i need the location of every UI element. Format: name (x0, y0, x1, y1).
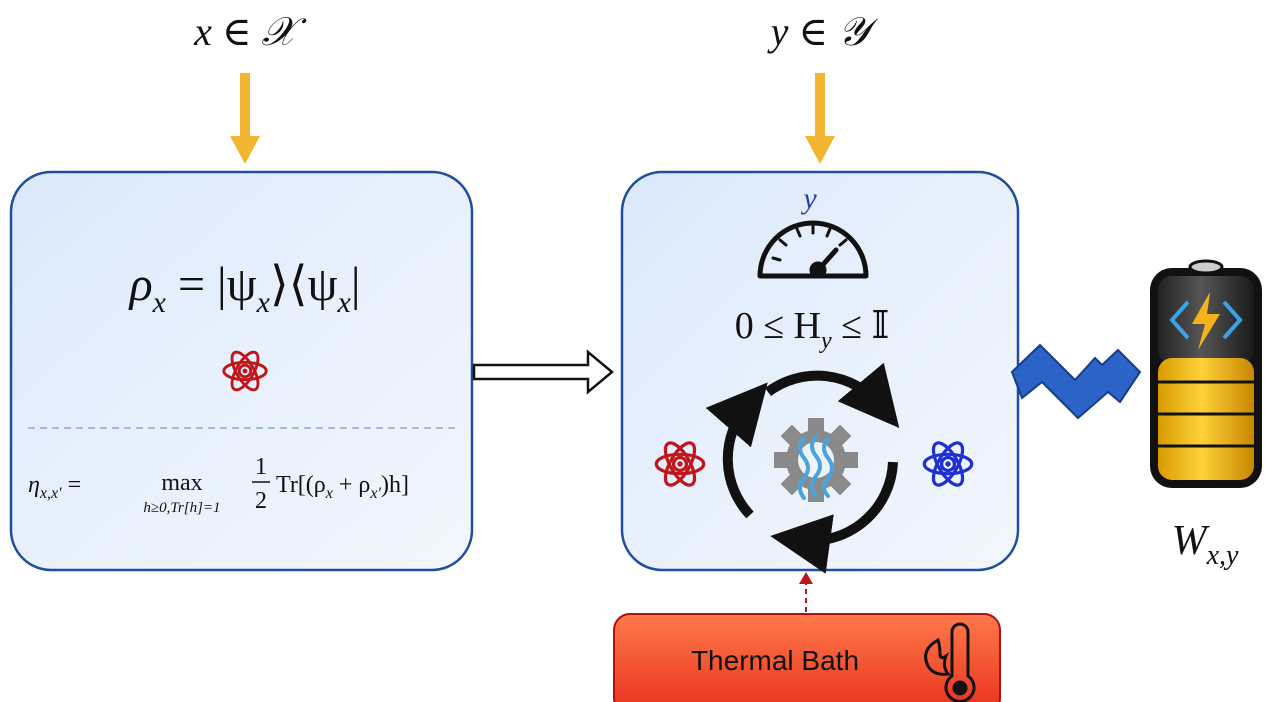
formula-part: ⟩⟨ψ (270, 258, 338, 311)
formula-part: )h] (381, 472, 409, 498)
formula-part: 0 ≤ H (735, 305, 821, 347)
formula-part: + ρ (333, 472, 371, 498)
formula-part: W (1172, 518, 1211, 564)
fraction-denominator: 2 (255, 488, 267, 514)
transfer-arrow (474, 352, 612, 392)
formula-part: η (28, 472, 40, 498)
state-input-label: x ∈ 𝒳 (193, 9, 307, 54)
formula-part: = |ψ (166, 258, 257, 311)
battery-icon (1150, 261, 1262, 488)
max-constraint: h≥0,Tr[h]=1 (143, 500, 220, 516)
max-operator: max (161, 470, 202, 496)
bath-label: Thermal Bath (691, 645, 859, 676)
formula-sub: x,x′ (39, 485, 62, 502)
formula-part: Tr[(ρ (276, 472, 326, 498)
formula-part: ≤ 𝕀 (832, 305, 890, 347)
input-arrows (230, 73, 835, 164)
diagram: x ∈ 𝒳 y ∈ 𝒴 ρx = |ψx⟩⟨ψx| ηx,x′ = max h≥… (0, 0, 1266, 702)
formula-part: | (351, 258, 361, 311)
constraint-formula: 0 ≤ Hy ≤ 𝕀 (735, 305, 890, 354)
trace-expression: Tr[(ρx + ρx′)h] (276, 472, 409, 502)
gear-icon (774, 418, 858, 502)
state-box (11, 172, 472, 570)
formula-sub: x′ (369, 485, 381, 502)
measurement-input-label: y ∈ 𝒴 (767, 9, 879, 54)
formula-sub: x,y (1206, 540, 1239, 571)
setting-label: y (800, 182, 817, 215)
formula-sub: y (819, 328, 832, 354)
formula-part: = (62, 472, 88, 498)
formula-sub: x (152, 286, 167, 319)
work-arrow (1012, 345, 1140, 418)
formula-part: ρ (128, 258, 153, 311)
formula-sub: x (256, 286, 271, 319)
fraction-numerator: 1 (255, 454, 267, 480)
formula-sub: x (337, 286, 352, 319)
formula-sub: x (325, 485, 333, 502)
bath-coupling-head (799, 572, 813, 584)
work-label: Wx,y (1172, 518, 1239, 571)
